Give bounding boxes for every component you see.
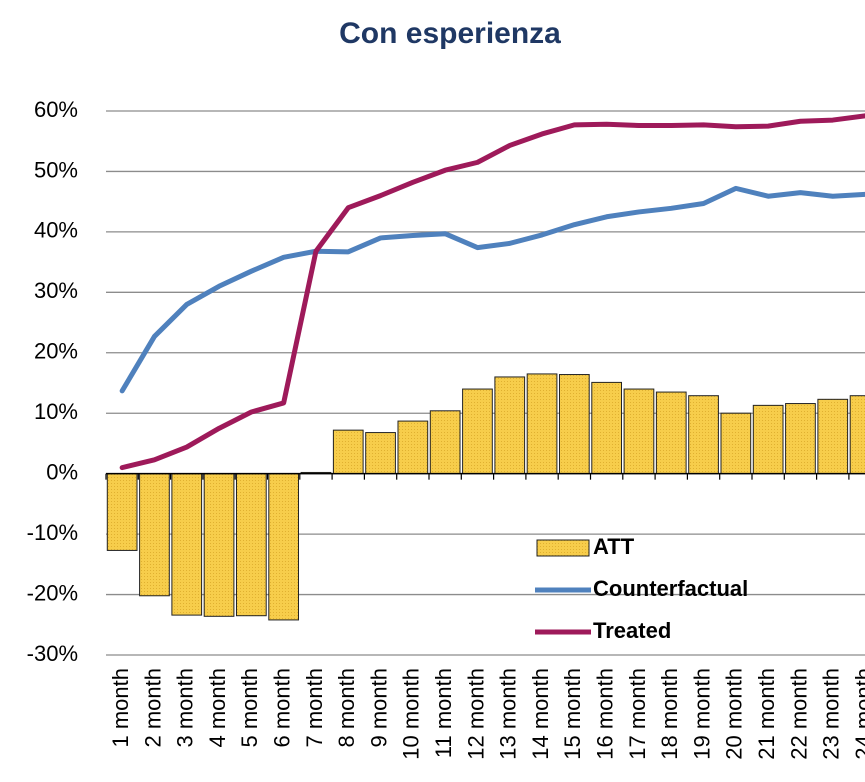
x-tick-label: 20 month bbox=[722, 668, 747, 760]
x-tick-label: 4 month bbox=[205, 668, 230, 748]
bar bbox=[720, 412, 752, 475]
bar bbox=[397, 420, 429, 475]
bar bbox=[494, 376, 526, 475]
bar bbox=[106, 473, 138, 551]
bar bbox=[849, 395, 865, 475]
x-tick-label: 13 month bbox=[496, 668, 521, 760]
x-tick-label: 14 month bbox=[528, 668, 553, 760]
bar bbox=[591, 381, 623, 475]
bar bbox=[235, 473, 267, 617]
bar bbox=[623, 388, 655, 475]
bar bbox=[817, 398, 849, 475]
legend-swatch bbox=[536, 539, 590, 557]
y-tick-label: 50% bbox=[34, 157, 78, 182]
bar bbox=[526, 373, 558, 475]
x-tick-label: 22 month bbox=[786, 668, 811, 760]
x-tick-label: 11 month bbox=[431, 668, 456, 758]
x-tick-label: 16 month bbox=[592, 668, 617, 760]
bar bbox=[203, 473, 235, 617]
bar bbox=[785, 403, 816, 475]
x-tick-label: 18 month bbox=[657, 668, 682, 760]
x-tick-label: 15 month bbox=[560, 668, 585, 760]
bar bbox=[332, 429, 364, 475]
y-tick-label: -30% bbox=[27, 641, 78, 666]
bar bbox=[268, 473, 300, 621]
y-tick-label: 10% bbox=[34, 399, 78, 424]
x-tick-label: 19 month bbox=[689, 668, 714, 760]
x-tick-label: 9 month bbox=[366, 668, 391, 748]
x-tick-label: 6 month bbox=[269, 668, 294, 748]
y-tick-label: 40% bbox=[34, 218, 78, 243]
y-tick-label: 0% bbox=[46, 459, 78, 484]
x-tick-label: 24 month bbox=[851, 668, 865, 760]
y-tick-label: 60% bbox=[34, 97, 78, 122]
x-tick-label: 23 month bbox=[819, 668, 844, 760]
x-tick-label: 7 month bbox=[302, 668, 327, 748]
line bbox=[119, 185, 865, 394]
y-tick-label: -10% bbox=[27, 520, 78, 545]
x-tick-label: 2 month bbox=[140, 668, 165, 748]
x-tick-label: 5 month bbox=[237, 668, 262, 748]
bar bbox=[429, 410, 461, 475]
x-tick-label: 12 month bbox=[463, 668, 488, 760]
bar bbox=[655, 391, 687, 475]
y-tick-label: 30% bbox=[34, 278, 78, 303]
bar bbox=[462, 388, 493, 475]
bar bbox=[688, 395, 719, 475]
y-tick-label: 20% bbox=[34, 339, 78, 364]
x-tick-label: 10 month bbox=[399, 668, 424, 760]
bar bbox=[558, 374, 590, 475]
bar bbox=[171, 473, 203, 616]
bar bbox=[139, 473, 170, 597]
x-tick-label: 1 month bbox=[108, 668, 133, 748]
legend-label: ATT bbox=[593, 534, 635, 559]
y-tick-label: -20% bbox=[27, 580, 78, 605]
bar bbox=[365, 432, 396, 475]
legend-label: Counterfactual bbox=[593, 576, 748, 601]
line bbox=[119, 113, 865, 471]
x-tick-label: 3 month bbox=[173, 668, 198, 748]
x-tick-label: 17 month bbox=[625, 668, 650, 760]
x-tick-label: 21 month bbox=[754, 668, 779, 760]
bar bbox=[752, 404, 784, 475]
legend-label: Treated bbox=[593, 618, 671, 643]
chart-title: Con esperienza bbox=[339, 17, 561, 50]
x-tick-label: 8 month bbox=[334, 668, 359, 748]
